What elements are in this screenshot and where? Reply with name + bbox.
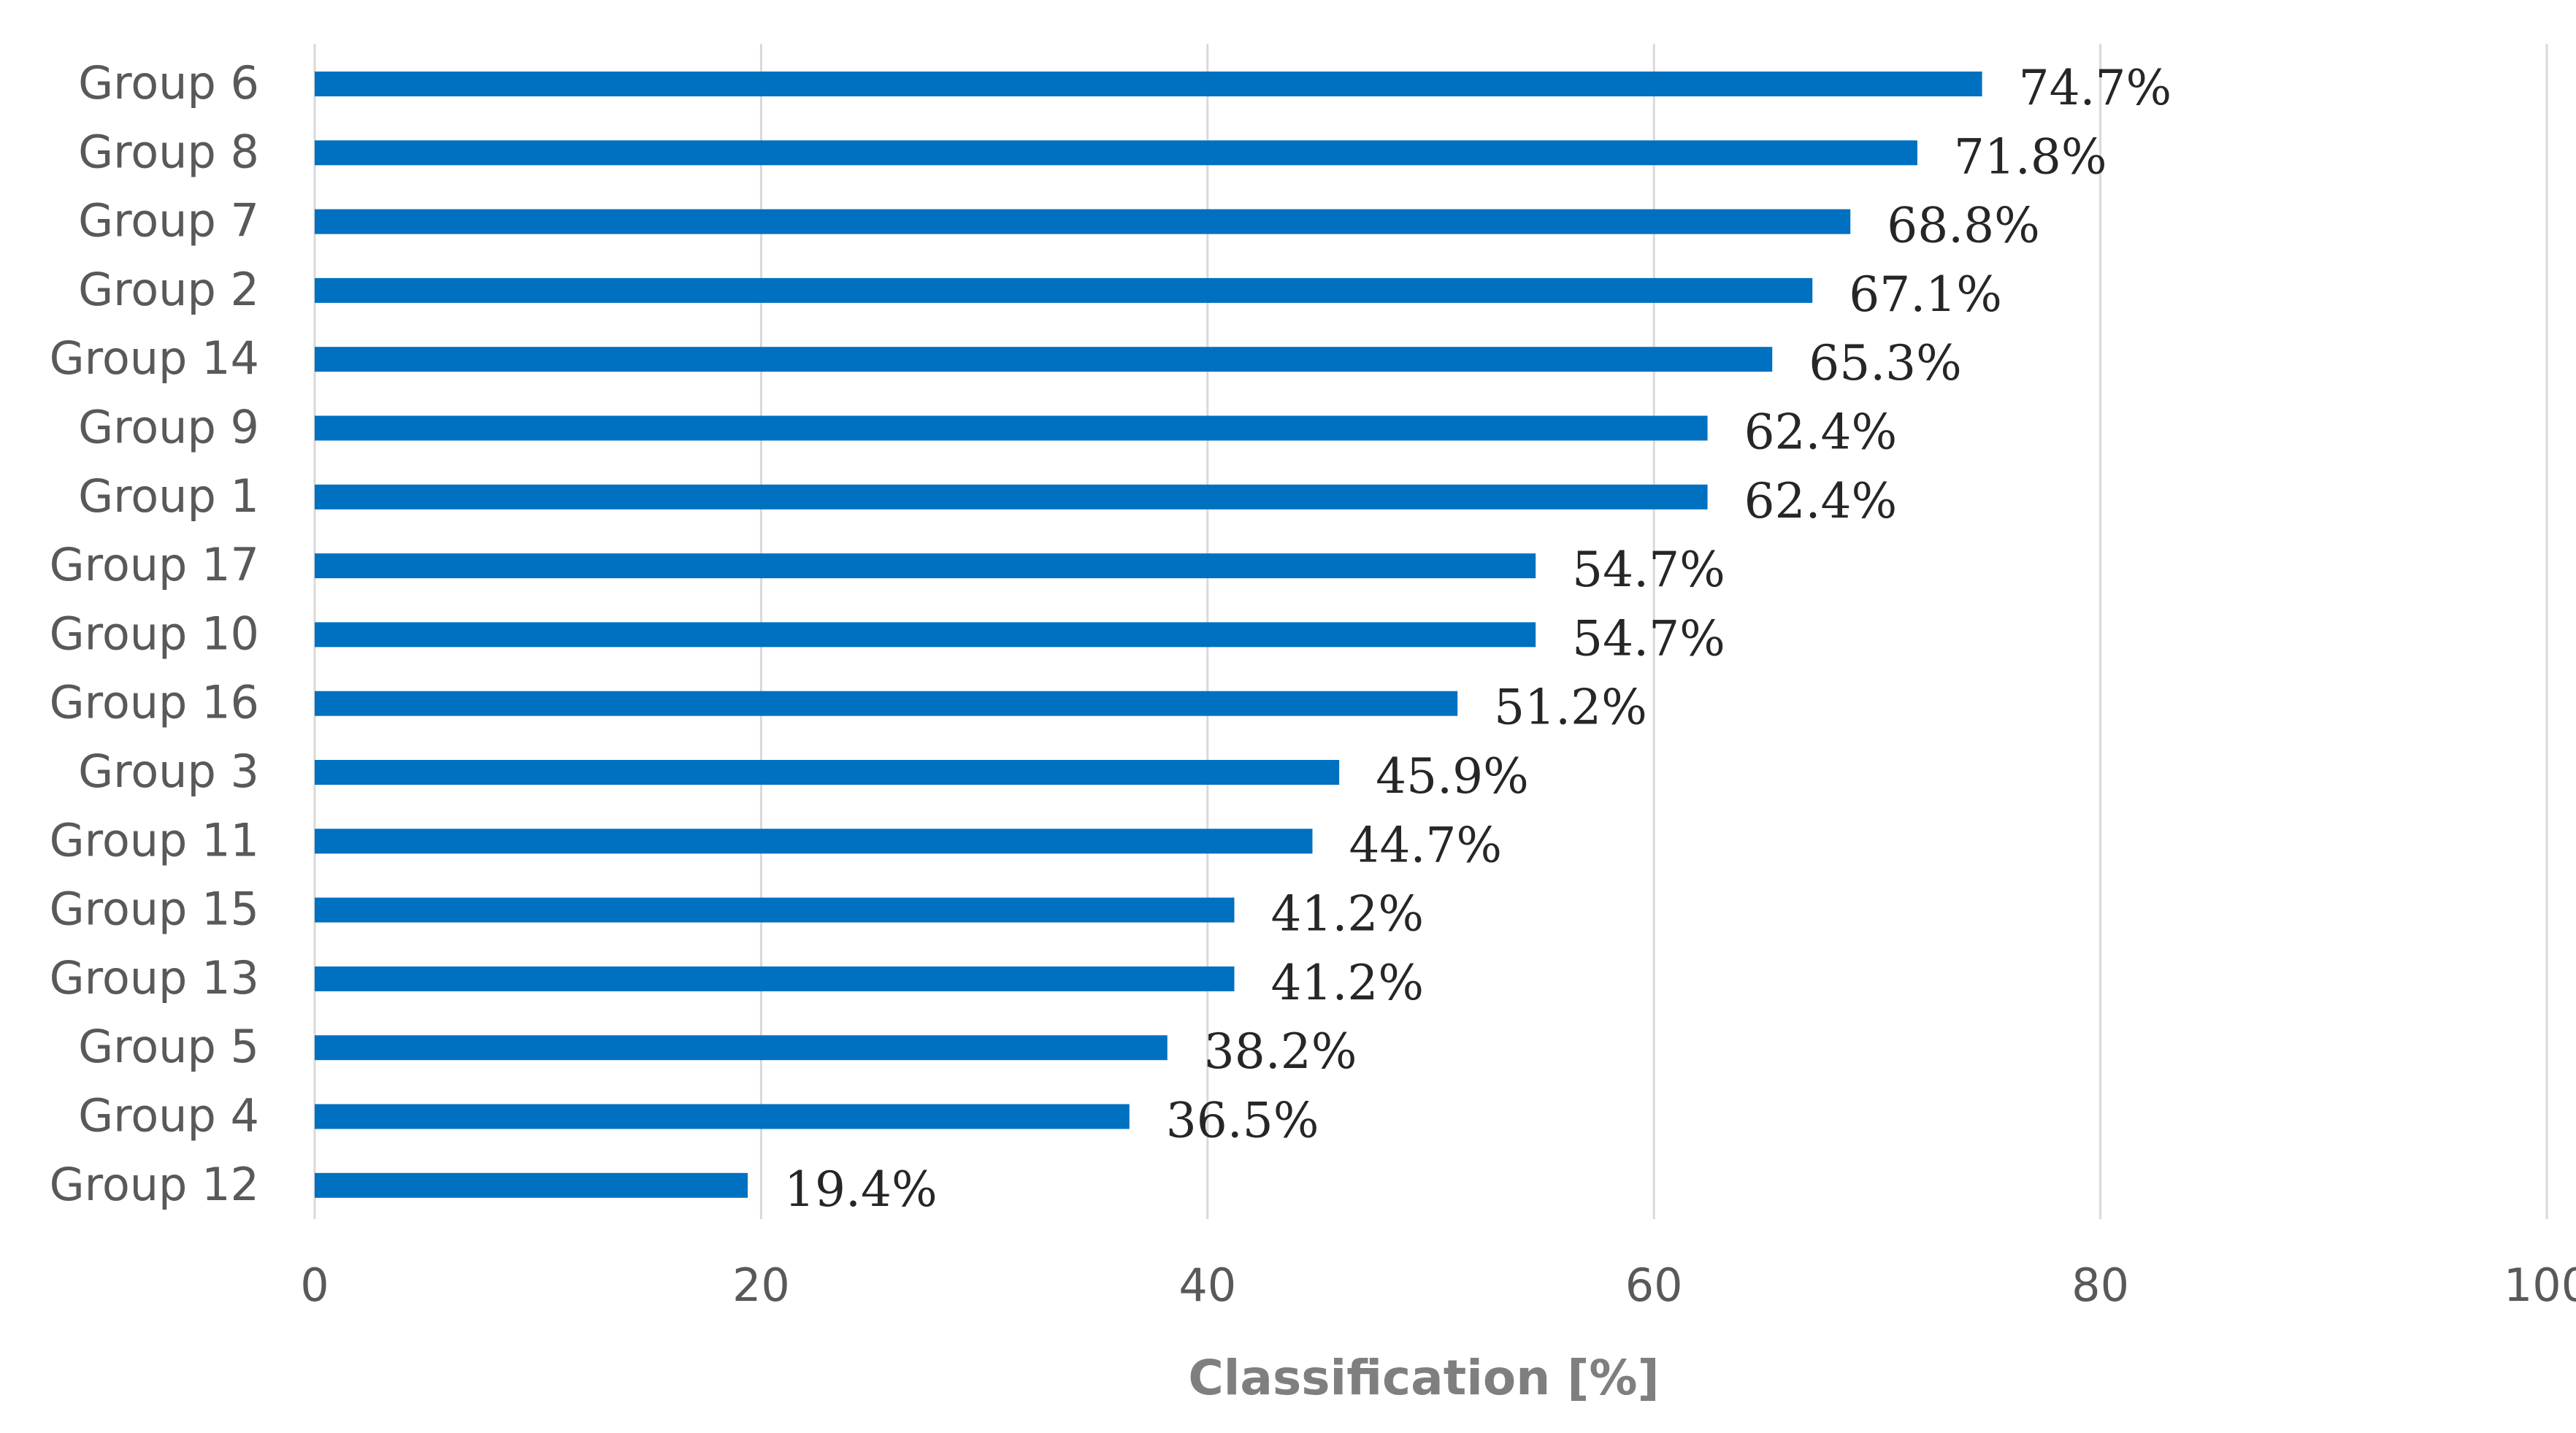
data-label: 36.5% xyxy=(1166,1093,1319,1149)
data-label: 45.9% xyxy=(1376,748,1529,804)
bar xyxy=(315,897,1235,923)
category-label: Group 1 xyxy=(78,469,259,523)
data-label: 62.4% xyxy=(1744,404,1898,461)
bar xyxy=(315,347,1773,372)
x-tick-label: 100 xyxy=(2504,1259,2576,1312)
category-label: Group 5 xyxy=(78,1020,259,1073)
bar xyxy=(315,829,1313,854)
bars xyxy=(315,72,1982,1198)
category-label: Group 13 xyxy=(50,951,259,1004)
category-label: Group 14 xyxy=(50,331,259,385)
bar xyxy=(315,277,1813,303)
data-label: 19.4% xyxy=(784,1161,938,1218)
bar xyxy=(315,484,1708,510)
category-label: Group 15 xyxy=(50,883,259,936)
category-labels: Group 6 Group 8 Group 7 Group 2 Group 14 Grou… xyxy=(50,56,259,1211)
bar xyxy=(315,1172,748,1198)
bar xyxy=(315,72,1982,96)
bar xyxy=(315,553,1536,579)
data-labels: 74.7% 71.8% 68.8% 67.1% 65.3% 62.4% 62.4% 54.7%… xyxy=(784,60,2171,1218)
category-label: Group 8 xyxy=(78,125,259,178)
bar xyxy=(315,691,1458,716)
x-axis-title: Classification [%] xyxy=(1188,1350,1659,1406)
x-tick-label: 0 xyxy=(300,1259,329,1312)
data-label: 38.2% xyxy=(1204,1023,1357,1080)
bar xyxy=(315,622,1536,648)
category-label: Group 3 xyxy=(78,745,259,798)
bar xyxy=(315,1035,1168,1061)
data-label: 41.2% xyxy=(1270,955,1424,1011)
data-label: 71.8% xyxy=(1954,128,2107,185)
data-label: 41.2% xyxy=(1270,886,1424,942)
bar xyxy=(315,415,1708,441)
x-tick-label: 20 xyxy=(732,1259,790,1312)
category-label: Group 2 xyxy=(78,263,259,316)
category-label: Group 9 xyxy=(78,401,259,454)
category-label: Group 16 xyxy=(50,676,259,729)
x-tick-label: 40 xyxy=(1178,1259,1236,1312)
category-label: Group 7 xyxy=(78,194,259,247)
data-label: 67.1% xyxy=(1849,266,2002,323)
x-tick-label: 60 xyxy=(1625,1259,1683,1312)
data-label: 54.7% xyxy=(1572,610,1725,666)
category-label: Group 12 xyxy=(50,1158,259,1211)
bar xyxy=(315,209,1851,234)
category-label: Group 10 xyxy=(50,607,259,660)
category-label: Group 17 xyxy=(50,538,259,591)
category-label: Group 6 xyxy=(78,56,259,110)
data-label: 68.8% xyxy=(1887,198,2040,254)
bar xyxy=(315,1104,1130,1129)
x-axis-tick-labels: 0 20 40 60 80 100 xyxy=(300,1259,2576,1312)
data-label: 44.7% xyxy=(1349,817,1502,873)
bar xyxy=(315,966,1235,991)
category-label: Group 11 xyxy=(50,813,259,867)
data-label: 65.3% xyxy=(1809,335,1962,391)
category-label: Group 4 xyxy=(78,1089,259,1142)
data-label: 62.4% xyxy=(1744,473,1898,529)
data-label: 51.2% xyxy=(1494,680,1647,736)
bar xyxy=(315,140,1917,166)
data-label: 74.7% xyxy=(2019,60,2172,116)
data-label: 54.7% xyxy=(1572,542,1725,598)
x-tick-label: 80 xyxy=(2071,1259,2129,1312)
bar xyxy=(315,760,1340,785)
